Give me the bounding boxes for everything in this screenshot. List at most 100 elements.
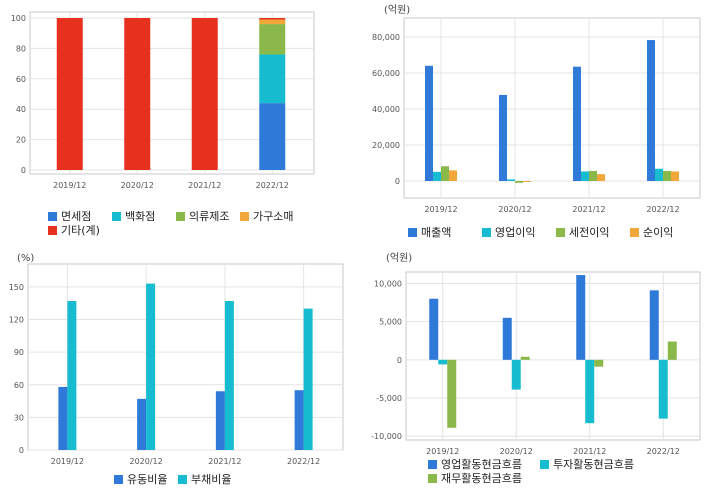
income-bar xyxy=(671,171,679,181)
ratio-chart: (%) 0 30 60 90 120 150 2019/12 2020/12 2021/12 20… xyxy=(9,253,344,486)
income-bar xyxy=(441,166,449,181)
ratios-bar xyxy=(146,283,156,450)
income-bar xyxy=(655,168,663,181)
composition-x-tick-label: 2020/12 xyxy=(121,181,154,190)
income-bar xyxy=(515,181,523,183)
income-legend-swatch xyxy=(556,228,565,237)
cashflow-bar xyxy=(511,359,521,390)
cashflow-y-tick-label: 5,000 xyxy=(379,318,402,327)
composition-legend-label: 백화점 xyxy=(125,210,155,223)
composition-y-tick-label: 0 xyxy=(21,166,26,175)
ratios-legend-label: 부채비율 xyxy=(191,473,231,486)
composition-chart: 0 20 40 60 80 100 2019/12 2020/12 2021/12 2022/12… xyxy=(11,11,315,237)
ratios-x-tick-label: 2022/12 xyxy=(287,457,320,466)
composition-x-tick-label: 2019/12 xyxy=(53,181,86,190)
composition-bar xyxy=(259,24,286,55)
cashflow-bar xyxy=(585,359,595,424)
cashflow-x-tick-label: 2021/12 xyxy=(573,447,606,456)
income-bar xyxy=(589,170,597,181)
cashflow-bar xyxy=(576,275,586,360)
ratios-plot-frame xyxy=(27,263,344,451)
cashflow-bar xyxy=(447,359,457,428)
income-bar xyxy=(581,171,589,181)
income-y-tick-label: 80,000 xyxy=(372,33,400,42)
composition-y-tick-label: 60 xyxy=(16,75,26,84)
income-chart: (억원) 0 20,000 40,000 60,000 80,000 2019/12 202… xyxy=(372,4,701,239)
composition-legend-swatch xyxy=(112,212,121,221)
cashflow-x-tick-label: 2022/12 xyxy=(647,447,680,456)
cashflow-bar xyxy=(429,298,439,360)
income-bar xyxy=(597,174,605,181)
ratios-x-tick-label: 2019/12 xyxy=(51,457,84,466)
ratios-bar xyxy=(303,308,313,450)
income-legend-label: 세전이익 xyxy=(569,226,609,239)
composition-legend-label: 면세점 xyxy=(61,210,91,223)
cashflow-bar xyxy=(502,317,512,360)
cashflow-legend-label: 투자활동현금흐름 xyxy=(553,457,634,471)
composition-legend-swatch xyxy=(240,212,249,221)
cashflow-bar xyxy=(658,359,668,419)
composition-bar xyxy=(259,18,286,20)
income-y-tick-label: 60,000 xyxy=(372,69,400,78)
cashflow-legend-swatch xyxy=(428,474,437,483)
ratios-bar xyxy=(224,301,234,450)
composition-legend-label: 가구소매 xyxy=(253,210,293,223)
cashflow-bar xyxy=(438,359,448,365)
income-x-tick-label: 2021/12 xyxy=(572,205,605,214)
composition-legend-swatch xyxy=(176,212,185,221)
composition-bar xyxy=(259,103,286,170)
income-bar xyxy=(573,66,581,181)
cashflow-y-tick-label: -10,000 xyxy=(371,432,402,441)
cashflow-bar xyxy=(520,356,530,360)
income-bar xyxy=(507,179,515,181)
ratios-bar xyxy=(294,390,304,450)
composition-y-tick-label: 20 xyxy=(16,136,26,145)
cashflow-unit-label: (억원) xyxy=(386,252,412,264)
ratios-x-tick-label: 2020/12 xyxy=(130,457,163,466)
income-bar xyxy=(425,65,433,181)
cashflow-bar xyxy=(594,359,604,367)
composition-y-tick-label: 80 xyxy=(16,44,26,53)
composition-legend-swatch xyxy=(48,226,57,235)
composition-x-tick-label: 2021/12 xyxy=(188,181,221,190)
composition-legend-label: 기타(계) xyxy=(61,224,100,237)
income-legend-swatch xyxy=(630,228,639,237)
ratios-y-tick-label: 120 xyxy=(9,316,24,325)
income-legend-label: 영업이익 xyxy=(495,226,535,239)
income-bar xyxy=(499,94,507,181)
income-bar xyxy=(663,170,671,181)
ratios-bar xyxy=(58,386,68,450)
composition-y-tick-label: 40 xyxy=(16,105,26,114)
ratios-bar xyxy=(137,398,147,450)
income-x-tick-label: 2019/12 xyxy=(424,205,457,214)
cashflow-bar xyxy=(667,341,677,360)
income-bar xyxy=(449,170,457,181)
composition-legend-swatch xyxy=(48,212,57,221)
ratios-legend-swatch xyxy=(114,475,123,484)
ratios-bar xyxy=(67,301,77,450)
ratios-legend-label: 유동비율 xyxy=(127,473,167,486)
income-bar xyxy=(647,40,655,182)
composition-bar xyxy=(56,18,83,170)
cashflow-x-tick-label: 2019/12 xyxy=(426,447,459,456)
cashflow-y-tick-label: 0 xyxy=(397,356,402,365)
cashflow-legend-swatch xyxy=(540,460,549,469)
composition-bar xyxy=(191,18,218,170)
income-legend-swatch xyxy=(408,228,417,237)
cashflow-legend-label: 재무활동현금흐름 xyxy=(441,471,522,485)
income-x-tick-label: 2020/12 xyxy=(498,205,531,214)
income-legend-label: 순이익 xyxy=(643,226,673,239)
composition-legend-label: 의류제조 xyxy=(189,210,229,223)
ratios-y-tick-label: 60 xyxy=(14,381,24,390)
ratios-y-tick-label: 150 xyxy=(9,283,24,292)
cashflow-y-tick-label: -5,000 xyxy=(376,394,402,403)
income-bar xyxy=(523,181,531,182)
cashflow-y-tick-label: 10,000 xyxy=(374,279,402,288)
income-legend-swatch xyxy=(482,228,491,237)
income-bar xyxy=(433,171,441,181)
cashflow-legend-label: 영업활동현금흐름 xyxy=(441,457,522,471)
composition-y-tick-label: 100 xyxy=(11,14,26,23)
cashflow-chart: (억원) -10,000 -5,000 0 5,000 10,000 2019/12 202… xyxy=(371,252,701,485)
ratio-unit-label: (%) xyxy=(17,253,34,264)
